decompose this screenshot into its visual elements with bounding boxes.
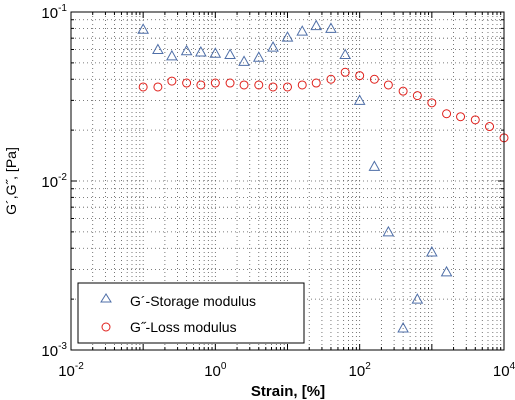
x-tick-label: 102: [349, 361, 372, 380]
loss-modulus-point: [412, 91, 422, 101]
loss-modulus-point: [427, 98, 437, 108]
loss-modulus-point: [283, 82, 292, 92]
loss-modulus-point: [355, 71, 365, 81]
storage-modulus-point: [267, 41, 279, 52]
storage-modulus-point: [252, 51, 265, 62]
storage-modulus-point: [310, 19, 323, 31]
x-tick-label: 100: [204, 361, 227, 380]
legend-label-loss-modulus: G˝-Loss modulus: [130, 319, 237, 335]
loss-modulus-point: [456, 112, 466, 122]
loss-modulus-point: [485, 122, 495, 132]
storage-modulus-point: [195, 45, 207, 57]
storage-modulus-point: [397, 321, 409, 333]
legend: G´-Storage modulus G˝-Loss modulus: [77, 282, 305, 344]
storage-modulus-point: [368, 160, 381, 171]
storage-modulus-point: [152, 43, 164, 54]
x-tick-label: 10-2: [58, 361, 84, 380]
loss-modulus-point: [182, 78, 192, 88]
legend-label-storage-modulus: G´-Storage modulus: [130, 293, 256, 309]
loss-modulus-point: [210, 78, 220, 88]
loss-modulus-point: [254, 80, 264, 90]
loss-modulus-point: [311, 78, 321, 88]
loss-modulus-point: [398, 86, 408, 96]
storage-modulus-point: [224, 48, 236, 60]
storage-modulus-point: [339, 48, 352, 60]
x-axis-label: Strain, [%]: [251, 383, 325, 400]
loss-modulus-point: [167, 76, 177, 86]
storage-modulus-point: [180, 44, 193, 56]
storage-modulus-point: [353, 94, 366, 105]
storage-modulus-point: [166, 49, 178, 61]
storage-modulus-point: [382, 225, 395, 237]
x-tick-label: 104: [493, 361, 515, 380]
loss-modulus-point: [369, 74, 379, 84]
storage-modulus-point: [296, 25, 309, 36]
storage-modulus-point: [281, 31, 294, 42]
loss-modulus-point: [268, 82, 278, 92]
loss-modulus-point: [239, 80, 249, 90]
loss-modulus-point: [153, 82, 163, 92]
loss-modulus-point: [225, 78, 235, 88]
storage-modulus-point: [238, 55, 250, 66]
storage-modulus-point: [425, 245, 438, 257]
loss-modulus-point: [442, 109, 452, 119]
storage-modulus-point: [209, 47, 222, 58]
storage-modulus-point: [440, 265, 453, 277]
y-axis-label: G´,G˝, [Pa]: [3, 147, 19, 215]
y-tick-label: 10-1: [41, 3, 67, 22]
legend-triangle-marker: [100, 293, 112, 303]
loss-modulus-point: [470, 115, 480, 125]
loss-modulus-point: [297, 80, 307, 90]
storage-modulus-point: [411, 293, 424, 304]
storage-modulus-point: [325, 22, 337, 33]
y-tick-label: 10-3: [41, 341, 67, 360]
loss-modulus-point: [138, 82, 148, 92]
legend-circle-marker: [101, 322, 111, 332]
series-layer: [137, 19, 509, 333]
loss-modulus-point: [383, 80, 393, 90]
plot-frame: [70, 11, 505, 351]
legend-box: [77, 282, 305, 344]
loss-modulus-point: [326, 74, 336, 84]
loss-modulus-point: [340, 67, 350, 77]
loss-modulus-point: [196, 80, 206, 90]
storage-modulus-point: [137, 23, 150, 34]
y-tick-label: 10-2: [41, 172, 67, 191]
